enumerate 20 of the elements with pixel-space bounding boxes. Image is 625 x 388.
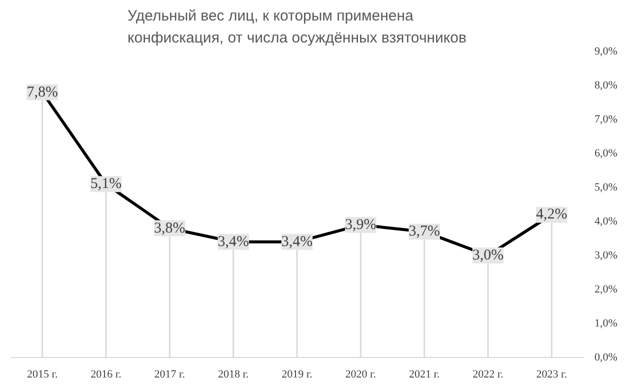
y-tick-label: 2,0% xyxy=(594,284,618,296)
y-tick-label: 0,0% xyxy=(594,352,618,364)
x-tick-label: 2017 г. xyxy=(154,368,186,380)
y-tick-label: 8,0% xyxy=(594,80,618,92)
x-tick-label: 2021 г. xyxy=(408,368,440,380)
chart-title: Удельный вес лиц, к которым применена конфискация, от числа осуждённых взяточников xyxy=(128,7,466,46)
y-tick-label: 4,0% xyxy=(594,216,618,228)
x-tick-label: 2023 г. xyxy=(536,368,568,380)
y-tick-label: 1,0% xyxy=(594,318,618,330)
x-tick-label: 2019 г. xyxy=(282,368,313,380)
y-tick-label: 5,0% xyxy=(594,182,618,194)
y-tick-label: 9,0% xyxy=(594,46,618,58)
x-tick-label: 2016 г. xyxy=(90,368,122,380)
x-tick-label: 2022 г. xyxy=(472,368,504,380)
x-tick-label: 2015 г. xyxy=(26,368,58,380)
x-tick-label: 2018 г. xyxy=(218,368,249,380)
y-tick-label: 7,0% xyxy=(594,114,618,126)
y-tick-label: 6,0% xyxy=(594,148,618,160)
x-tick-label: 2020 г. xyxy=(345,368,376,380)
y-tick-label: 3,0% xyxy=(594,250,618,262)
